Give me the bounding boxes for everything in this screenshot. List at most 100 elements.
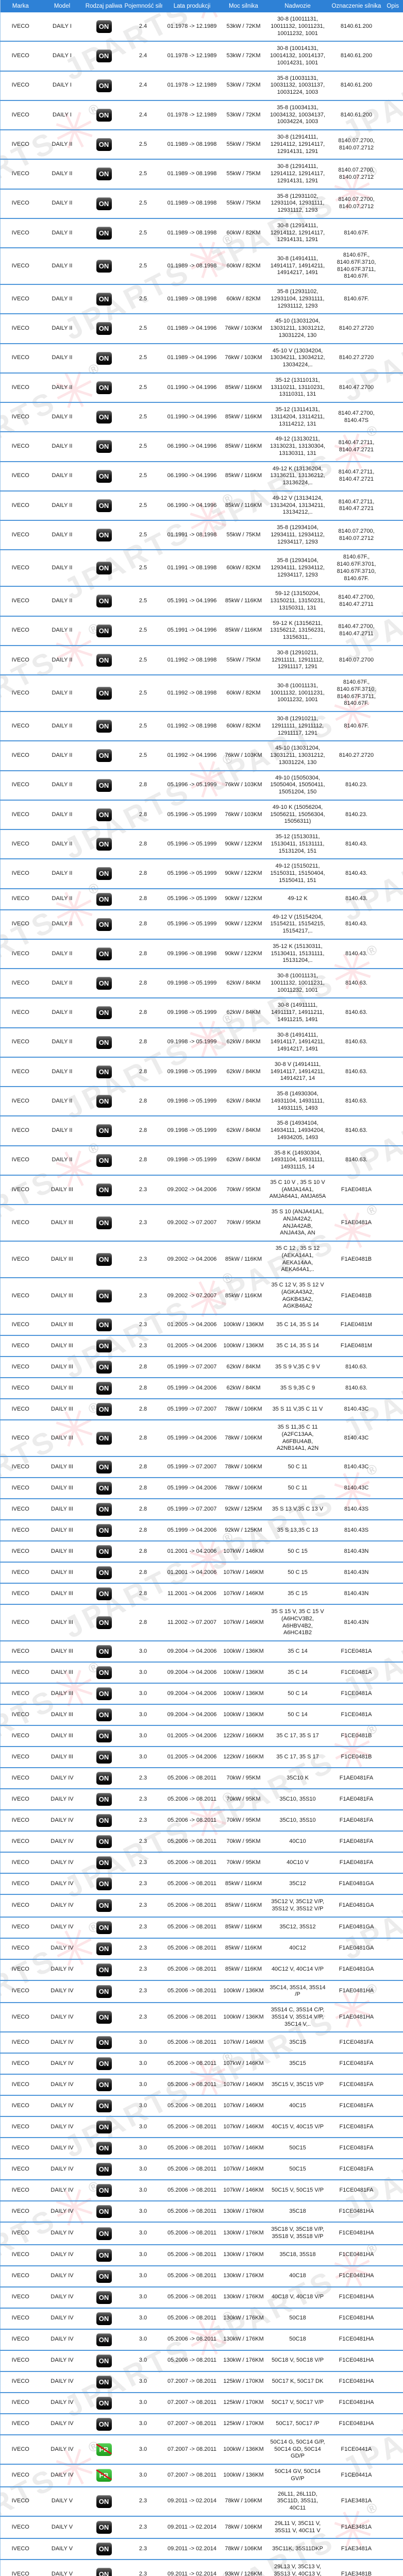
fuel-badge-icon: ON [96,1290,112,1302]
table-row: IVECO DAILY V ON 2.3 09.2011 -> 02.2014 … [0,2515,403,2539]
cell-model: DAILY III [40,1335,84,1357]
cell-production-years: 01.2005 -> 04.2006 [162,1746,222,1768]
cell-model: DAILY V [40,2486,84,2516]
fuel-badge-icon: ON [96,2568,112,2576]
cell-fuel-type: ON [83,740,124,771]
cell-engine-code: 8140.07.2700, 8140.07.2712 [330,188,383,218]
cell-engine-capacity: 2.8 [124,1604,162,1641]
cell-production-years: 05.2006 -> 08.2011 [162,1788,222,1810]
cell-brand: IVECO [0,247,41,284]
table-row: IVECO DAILY III ON 2.8 11.2001 -> 04.200… [0,1583,403,1604]
cell-production-years: 01.1989 -> 08.1998 [162,283,222,314]
cell-body-codes: 35C15 [265,2031,330,2054]
cell-body-codes: 30-8 (10014131, 10014132, 10014137, 1001… [265,41,330,71]
cell-body-codes: 35 S 11,35 C 11 (A2FC13AA, A6FBU4AB, A2N… [265,1419,330,1456]
cell-model: DAILY III [40,1398,84,1420]
cell-production-years: 05.2006 -> 08.2011 [162,2158,222,2180]
cell-engine-code: F1AE0481FA [330,1809,383,1831]
cell-body-codes: 35 S 9 V,35 C 9 V [265,1356,330,1378]
cell-model: DAILY V [40,2515,84,2539]
cell-fuel-type: ON [83,1852,124,1873]
cell-body-codes: 30-8 (14914111, 14914117, 14914211, 1491… [265,1027,330,1057]
cell-engine-capacity: 2.8 [124,1540,162,1562]
cell-engine-power: 62kW / 84KM [222,968,265,998]
cell-fuel-type: ON [83,1027,124,1057]
cell-engine-capacity: 3.0 [124,1704,162,1725]
cell-body-codes: 50C15 [265,2158,330,2180]
cell-body-codes: 35-8 (12934104, 12934111, 12934112, 1293… [265,519,330,550]
fuel-badge-icon: ON [96,947,112,960]
cell-engine-code: F1AE0481FA [330,1852,383,1873]
cell-fuel-type: ON [83,1788,124,1810]
cell-engine-power: 78kW / 106KM [222,1477,265,1499]
cell-model: DAILY III [40,1356,84,1378]
cell-engine-power: 100kW / 136KM [222,1683,265,1704]
cell-description [382,401,403,432]
cell-engine-code: 8140.61.200 [330,41,383,71]
cell-fuel-type: ON [83,2559,124,2576]
cell-engine-power: 60kW / 82KM [222,710,265,741]
cell-description [382,2200,403,2223]
cell-brand: IVECO [0,1746,41,1768]
cell-engine-power: 85kW / 116KM [222,401,265,432]
cell-engine-code: F1CE0441A [330,2434,383,2464]
table-row: IVECO DAILY IV ON 3.0 05.2006 -> 08.2011… [0,2349,403,2371]
cell-engine-power: 70kW / 95KM [222,1788,265,1810]
fuel-badge-icon: ON [96,1814,112,1827]
cell-body-codes: 30-8 (10011131, 10011132, 10011231, 1001… [265,968,330,998]
table-row: IVECO DAILY IV ON 3.0 07.2007 -> 08.2011… [0,2392,403,2414]
cell-production-years: 09.1998 -> 05.1999 [162,1145,222,1175]
cell-engine-power: 62kW / 84KM [222,1356,265,1378]
cell-engine-code: 8140.43N [330,1604,383,1641]
cell-description [382,1314,403,1335]
cell-body-codes: 50C14 G, 50C14 G/P, 50C14 GD, 50C14 GD/P [265,2434,330,2464]
cell-brand: IVECO [0,615,41,646]
fuel-badge-icon: ON [96,1666,112,1679]
table-row: IVECO DAILY III ON 2.8 05.1999 -> 04.200… [0,1477,403,1499]
cell-production-years: 09.1996 -> 08.1998 [162,938,222,969]
cell-engine-power: 85kW / 116KM [222,1277,265,1314]
cell-brand: IVECO [0,2515,41,2539]
cell-production-years: 09.2002 -> 04.2006 [162,1241,222,1278]
cell-production-years: 05.1996 -> 05.1999 [162,909,222,939]
cell-engine-capacity: 2.8 [124,1377,162,1399]
cell-engine-capacity: 2.5 [124,313,162,344]
table-row: IVECO DAILY IV ON 3.0 05.2006 -> 08.2011… [0,2286,403,2308]
cell-description [382,1746,403,1768]
cell-description [382,968,403,998]
fuel-badge-icon: ON [96,1036,112,1049]
cell-engine-power: 122kW / 166KM [222,1725,265,1747]
cell-engine-power: 100kW / 136KM [222,2002,265,2032]
cell-engine-power: 107kW / 146KM [222,2158,265,2180]
fuel-badge-icon: ON [96,1006,112,1020]
cell-fuel-type: ON [83,586,124,616]
cell-model: DAILY III [40,1540,84,1562]
cell-model: DAILY IV [40,2179,84,2201]
cell-engine-capacity: 2.8 [124,1562,162,1583]
cell-body-codes: 50 C 14 [265,1704,330,1725]
cell-engine-code: F1AE0481A [330,1174,383,1205]
cell-engine-capacity: 2.8 [124,1419,162,1456]
fuel-badge-icon: ON [96,1772,112,1785]
cell-description [382,2486,403,2516]
cell-fuel-type: ON [83,343,124,373]
table-row: IVECO DAILY II ON 2.5 01.1989 -> 08.1998… [0,188,403,218]
table-row: IVECO DAILY III ON 2.8 05.1999 -> 04.200… [0,1377,403,1399]
table-row: IVECO DAILY III ON 2.3 01.2005 -> 04.200… [0,1314,403,1335]
cell-model: DAILY II [40,343,84,373]
cell-model: DAILY II [40,770,84,800]
cell-production-years: 05.1996 -> 05.1999 [162,799,222,829]
cell-engine-code: 8140.63. [330,1086,383,1116]
cell-engine-capacity: 2.4 [139,23,147,29]
cell-production-years: 01.1989 -> 08.1998 [162,217,222,248]
cell-engine-capacity: 3.0 [124,2349,162,2371]
cell-model: DAILY IV [40,1937,84,1959]
cell-description [382,586,403,616]
cell-model: DAILY II [40,431,84,462]
cell-production-years: 01.1992 -> 08.1998 [162,645,222,675]
fuel-badge-icon: ON [96,2099,112,2113]
cell-description [382,2328,403,2350]
fuel-badge-icon: ON [96,1432,112,1445]
fuel-badge-icon: ON [96,562,112,575]
table-row: IVECO DAILY III ON 2.3 09.2002 -> 07.200… [0,1204,403,1241]
